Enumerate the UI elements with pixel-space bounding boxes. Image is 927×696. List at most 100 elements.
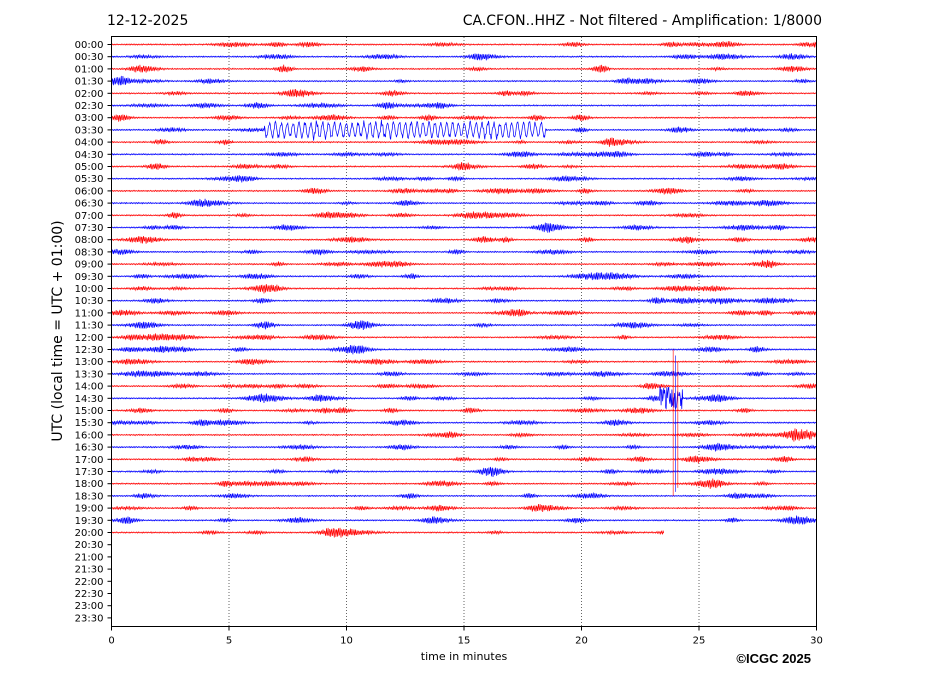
x-tick-label: 10	[340, 636, 353, 647]
y-tick-label: 19:00	[75, 504, 104, 515]
y-tick-label: 16:00	[75, 430, 104, 441]
y-tick-label: 00:30	[75, 52, 104, 63]
y-tick-label: 07:30	[75, 223, 104, 234]
y-tick-label: 12:30	[75, 345, 104, 356]
trace-0300	[111, 114, 817, 122]
y-tick-label: 04:00	[75, 138, 104, 149]
vertical-grid	[228, 37, 700, 627]
x-tick-label: 20	[575, 636, 588, 647]
y-tick-label: 09:00	[75, 260, 104, 271]
y-tick-label: 00:00	[75, 40, 104, 51]
y-tick-label: 20:30	[75, 540, 104, 551]
trace-1700	[111, 455, 817, 464]
trace-0000	[111, 41, 817, 48]
y-tick-label: 20:00	[75, 528, 104, 539]
y-tick-label: 05:30	[75, 174, 104, 185]
trace-0600	[111, 187, 817, 195]
y-tick-label: 02:00	[75, 89, 104, 100]
x-tick-label: 30	[810, 636, 823, 647]
y-tick-label: 10:00	[75, 284, 104, 295]
y-tick-label: 13:30	[75, 369, 104, 380]
x-tick-label: 0	[108, 636, 114, 647]
trace-1130	[111, 320, 817, 331]
trace-0730	[111, 222, 817, 233]
trace-1430	[111, 386, 817, 410]
x-tick-label: 15	[458, 636, 471, 647]
y-tick-label: 15:00	[75, 406, 104, 417]
trace-1830	[111, 491, 817, 500]
trace-0630	[111, 198, 817, 208]
trace-1400	[111, 382, 817, 390]
trace-1930	[111, 515, 817, 525]
trace-2000	[111, 527, 665, 538]
y-tick-label: 09:30	[75, 272, 104, 283]
y-tick-label: 14:00	[75, 382, 104, 393]
y-tick-label: 19:30	[75, 516, 104, 527]
y-tick-label: 01:30	[75, 77, 104, 88]
trace-1330	[111, 370, 817, 378]
y-tick-label: 03:00	[75, 113, 104, 124]
y-tick-label: 03:30	[75, 125, 104, 136]
y-tick-label: 04:30	[75, 150, 104, 161]
y-tick-label: 16:30	[75, 443, 104, 454]
y-tick-label: 22:30	[75, 589, 104, 600]
y-tick-label: 13:00	[75, 357, 104, 368]
y-axis-label: UTC (local time = UTC + 01:00)	[50, 220, 66, 441]
trace-0030	[111, 53, 817, 61]
trace-0230	[111, 101, 817, 110]
trace-0900	[111, 259, 817, 269]
trace-1530	[111, 418, 817, 427]
trace-1730	[111, 466, 817, 478]
trace-1800	[111, 478, 817, 489]
y-tick-label: 07:00	[75, 211, 104, 222]
y-tick-label: 18:00	[75, 479, 104, 490]
y-tick-label: 23:00	[75, 601, 104, 612]
x-tick-labels: 0 5 10 15 20 25 30	[108, 626, 823, 647]
y-tick-label: 21:00	[75, 552, 104, 563]
y-tick-label: 22:00	[75, 577, 104, 588]
x-tick-label: 25	[693, 636, 706, 647]
y-tick-label: 21:30	[75, 565, 104, 576]
trace-0800	[111, 235, 817, 244]
x-axis-label: time in minutes	[421, 650, 508, 663]
trace-1000	[111, 284, 817, 294]
y-tick-label: 12:00	[75, 333, 104, 344]
chart-title: CA.CFON..HHZ - Not filtered - Amplificat…	[463, 13, 822, 29]
y-tick-label: 18:30	[75, 491, 104, 502]
y-tick-label: 06:30	[75, 199, 104, 210]
date-label: 12-12-2025	[107, 13, 188, 29]
y-tick-label: 17:00	[75, 455, 104, 466]
y-tick-label: 15:30	[75, 418, 104, 429]
x-tick-label: 5	[226, 636, 232, 647]
y-tick-label: 08:00	[75, 235, 104, 246]
trace-0330	[111, 120, 817, 141]
y-tick-label: 01:00	[75, 64, 104, 75]
y-tick-label: 17:30	[75, 467, 104, 478]
y-tick-label: 05:00	[75, 162, 104, 173]
trace-0200	[111, 88, 817, 98]
trace-1200	[111, 333, 817, 342]
trace-0100	[111, 64, 817, 73]
y-tick-label: 11:00	[75, 308, 104, 319]
trace-0430	[111, 150, 817, 158]
y-tick-label: 06:00	[75, 186, 104, 197]
trace-1030	[111, 297, 817, 305]
trace-1630	[111, 442, 817, 452]
y-tick-label: 02:30	[75, 101, 104, 112]
trace-0700	[111, 211, 817, 220]
trace-0500	[111, 162, 817, 171]
trace-1300	[111, 358, 817, 366]
trace-0530	[111, 174, 817, 183]
y-tick-label: 14:30	[75, 394, 104, 405]
trace-1230	[111, 344, 817, 355]
trace-0930	[111, 272, 817, 281]
trace-0130	[111, 75, 817, 86]
trace-1100	[111, 308, 817, 317]
trace-1900	[111, 504, 817, 512]
y-tick-label: 10:30	[75, 296, 104, 307]
trace-0400	[111, 137, 817, 147]
trace-1600	[111, 428, 817, 442]
y-tick-label: 08:30	[75, 247, 104, 258]
